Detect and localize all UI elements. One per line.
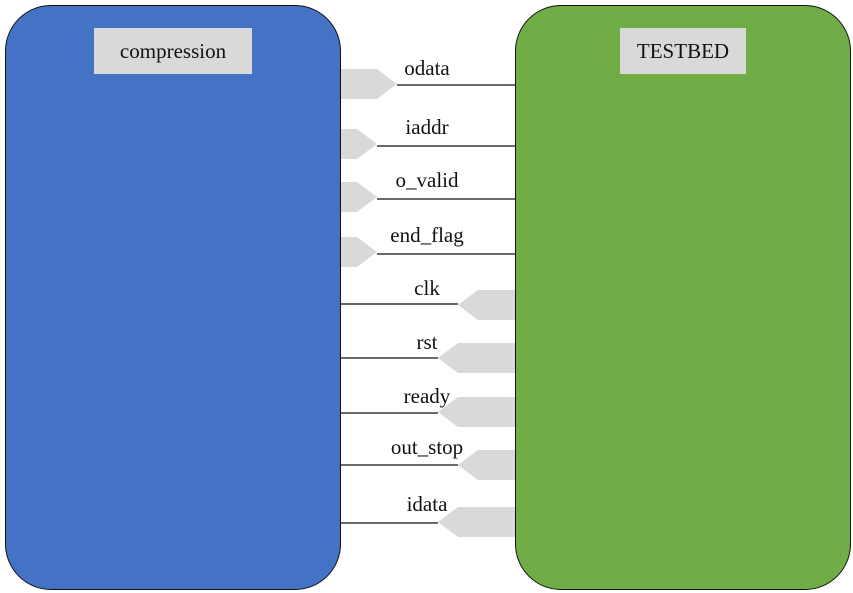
port-rst — [438, 343, 515, 373]
signal-label-clk: clk — [414, 276, 440, 300]
port-iaddr — [341, 129, 377, 159]
signal-label-idata: idata — [406, 492, 448, 516]
signal-label-ready: ready — [403, 384, 451, 408]
testbed-title: TESTBED — [620, 28, 746, 74]
testbed-block: TESTBED — [515, 5, 851, 590]
signal-label-rst: rst — [416, 330, 438, 354]
port-clk — [458, 290, 515, 320]
signal-label-iaddr: iaddr — [405, 115, 449, 139]
signal-label-end-flag: end_flag — [390, 223, 464, 247]
port-end-flag — [341, 237, 377, 267]
compression-title: compression — [94, 28, 252, 74]
compression-block: compression — [5, 5, 341, 590]
port-out-stop — [458, 450, 515, 480]
port-idata — [438, 507, 515, 537]
lines-group — [341, 84, 515, 524]
ports-group — [341, 69, 515, 537]
port-o-valid — [341, 182, 377, 212]
port-odata — [341, 69, 397, 99]
port-ready — [438, 397, 515, 427]
signal-label-o-valid: o_valid — [395, 168, 459, 192]
signal-label-odata: odata — [404, 56, 450, 80]
signal-label-out-stop: out_stop — [390, 435, 464, 459]
